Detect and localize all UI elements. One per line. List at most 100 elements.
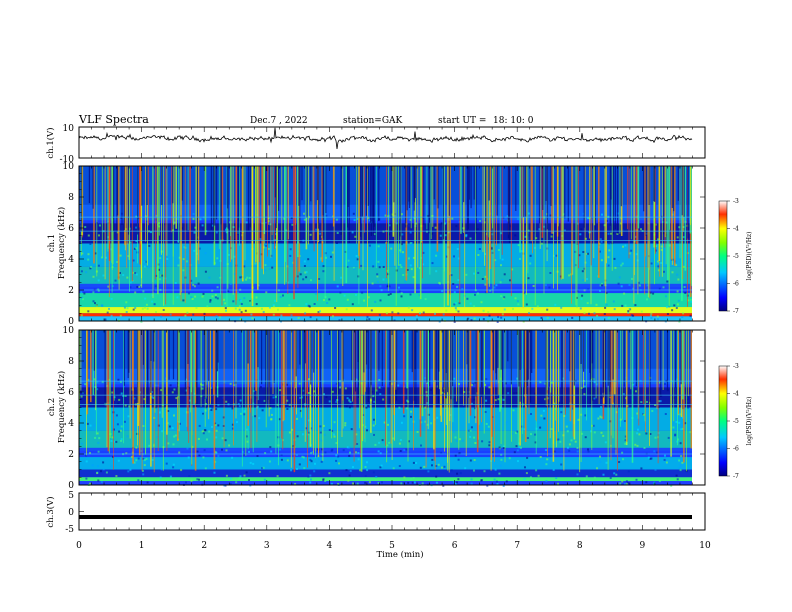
noise-speck <box>410 477 413 480</box>
noise-speck <box>480 479 483 482</box>
x-tick-label: 3 <box>264 541 270 551</box>
noise-speck <box>466 297 469 300</box>
noise-speck <box>525 223 527 226</box>
noise-speck <box>237 291 239 294</box>
noise-speck <box>173 435 176 438</box>
noise-speck <box>487 425 490 428</box>
noise-speck <box>485 399 488 402</box>
noise-speck <box>418 294 421 297</box>
noise-speck <box>592 424 595 427</box>
noise-speck <box>233 238 236 241</box>
noise-speck <box>586 302 589 305</box>
noise-speck <box>231 427 234 430</box>
noise-speck <box>130 455 133 458</box>
noise-speck <box>520 250 523 253</box>
noise-speck <box>679 413 682 416</box>
noise-speck <box>658 480 661 482</box>
noise-speck <box>458 438 461 441</box>
noise-speck <box>135 240 138 243</box>
noise-speck <box>407 306 410 309</box>
noise-speck <box>325 256 328 259</box>
noise-speck <box>501 258 504 261</box>
noise-speck <box>216 297 219 300</box>
noise-speck <box>238 308 241 311</box>
noise-speck <box>387 293 390 296</box>
noise-speck <box>178 256 181 259</box>
noise-speck <box>424 377 427 380</box>
noise-speck <box>92 300 95 303</box>
noise-speck <box>454 482 457 485</box>
noise-speck <box>488 441 491 444</box>
noise-speck <box>206 438 208 441</box>
noise-speck <box>132 271 135 274</box>
noise-speck <box>409 293 412 296</box>
noise-speck <box>676 478 679 481</box>
noise-speck <box>482 309 485 312</box>
noise-speck <box>320 439 323 442</box>
noise-speck <box>370 309 373 312</box>
noise-speck <box>192 213 195 215</box>
noise-speck <box>119 272 121 274</box>
noise-speck <box>239 399 242 402</box>
noise-speck <box>119 429 122 432</box>
noise-speck <box>549 214 552 217</box>
ch3-ytick-neg5: -5 <box>65 525 74 535</box>
noise-speck <box>227 253 230 256</box>
noise-speck <box>85 271 88 274</box>
noise-speck <box>595 303 598 306</box>
noise-speck <box>537 421 540 424</box>
noise-speck <box>658 400 661 403</box>
noise-speck <box>514 431 517 434</box>
noise-speck <box>402 482 405 484</box>
noise-speck <box>527 229 530 232</box>
noise-speck <box>303 260 306 263</box>
noise-speck <box>552 468 555 471</box>
noise-speck <box>568 449 571 452</box>
noise-speck <box>309 458 312 461</box>
noise-speck <box>420 444 422 447</box>
noise-speck <box>97 465 99 467</box>
noise-speck <box>649 433 652 435</box>
frequency-band <box>79 477 692 482</box>
noise-speck <box>473 459 476 461</box>
noise-speck <box>133 397 136 400</box>
noise-speck <box>85 460 88 463</box>
noise-speck <box>335 218 338 221</box>
noise-speck <box>108 307 110 310</box>
noise-speck <box>356 443 359 445</box>
ch1-ytick-bottom: -10 <box>60 155 75 165</box>
noise-speck <box>97 450 100 453</box>
noise-speck <box>85 454 88 457</box>
noise-speck <box>102 274 105 277</box>
noise-speck <box>613 257 616 260</box>
noise-speck <box>678 226 681 229</box>
noise-speck <box>453 303 456 306</box>
noise-speck <box>362 220 365 223</box>
noise-speck <box>350 428 353 431</box>
noise-speck <box>182 258 185 261</box>
noise-speck <box>303 265 306 267</box>
noise-speck <box>665 233 668 236</box>
noise-speck <box>325 214 328 217</box>
noise-speck <box>243 410 246 413</box>
noise-speck <box>197 282 200 285</box>
noise-speck <box>98 234 100 237</box>
noise-speck <box>153 303 156 306</box>
noise-speck <box>592 378 595 381</box>
noise-speck <box>97 289 100 292</box>
noise-speck <box>426 214 429 217</box>
noise-speck <box>608 249 611 252</box>
noise-speck <box>684 422 687 425</box>
noise-speck <box>354 235 357 238</box>
noise-speck <box>111 285 114 288</box>
noise-speck <box>325 396 328 399</box>
noise-speck <box>270 450 273 453</box>
noise-speck <box>385 312 388 315</box>
noise-speck <box>348 446 351 449</box>
noise-speck <box>307 392 310 394</box>
noise-speck <box>322 424 325 427</box>
noise-speck <box>231 456 234 459</box>
noise-speck <box>209 299 212 302</box>
noise-speck <box>607 256 610 259</box>
noise-speck <box>380 387 383 389</box>
